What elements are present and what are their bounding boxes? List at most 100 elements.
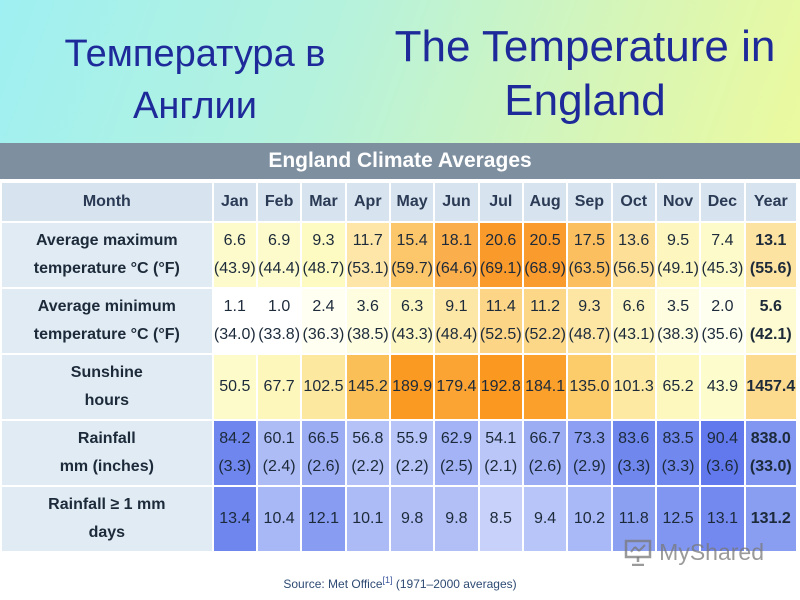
table-cell: 9.5 (49.1) xyxy=(656,223,700,287)
table-cell: 131.2 xyxy=(745,487,796,551)
cell-value-imperial: (36.3) xyxy=(302,326,345,343)
month-header-feb: Feb xyxy=(257,183,301,221)
table-cell: 12.5 xyxy=(656,487,700,551)
cell-value: 62.9 xyxy=(440,430,472,447)
row-label-line: mm (inches) xyxy=(59,458,154,475)
cell-value: 10.1 xyxy=(352,510,384,527)
table-cell: 83.5 (3.3) xyxy=(656,421,700,485)
table-cell: 5.6 (42.1) xyxy=(745,289,796,353)
climate-table-panel: England Climate Averages Month Jan Feb Mar A… xyxy=(0,143,800,600)
cell-value: 8.5 xyxy=(489,510,512,527)
cell-value-imperial: (52.2) xyxy=(524,326,566,343)
cell-value: 6.9 xyxy=(267,232,291,249)
month-header-mar: Mar xyxy=(302,183,345,221)
watermark: MyShared xyxy=(623,537,764,567)
month-header-nov: Nov xyxy=(656,183,700,221)
table-cell: 179.4 xyxy=(435,355,478,419)
table-row: Rainfall mm (inches) 84.2 (3.3) 60.1 (2.4) 66.… xyxy=(2,421,796,485)
cell-value-imperial: (33.8) xyxy=(258,326,301,343)
table-cell: 3.6 (38.5) xyxy=(346,289,389,353)
cell-value-imperial: (63.5) xyxy=(568,260,611,277)
cell-value: 15.4 xyxy=(396,232,428,249)
cell-value-imperial: (49.1) xyxy=(657,260,699,277)
row-label: Average maximum temperature °C (°F) xyxy=(2,223,212,287)
table-cell: 192.8 xyxy=(479,355,522,419)
table-cell: 1457.4 xyxy=(745,355,796,419)
cell-value-imperial: (43.3) xyxy=(391,326,433,343)
cell-value: 3.5 xyxy=(666,298,690,315)
table-cell: 18.1 (64.6) xyxy=(435,223,478,287)
cell-value: 9.5 xyxy=(666,232,690,249)
cell-value: 9.8 xyxy=(400,510,424,527)
table-row: Average maximum temperature °C (°F) 6.6 (43… xyxy=(2,223,796,287)
table-cell: 67.7 xyxy=(257,355,301,419)
cell-value-imperial: (43.1) xyxy=(612,326,655,343)
cell-value: 84.2 xyxy=(219,430,251,447)
cell-value: 11.7 xyxy=(352,232,383,249)
cell-value: 43.9 xyxy=(706,378,738,395)
cell-value: 7.4 xyxy=(711,232,734,249)
row-label-line: days xyxy=(88,524,126,541)
table-cell: 10.4 xyxy=(257,487,301,551)
cell-value: 13.6 xyxy=(618,232,650,249)
cell-value: 73.3 xyxy=(573,430,605,447)
cell-value-imperial: (33.0) xyxy=(749,458,792,475)
title-russian: Температура в Англии xyxy=(64,33,326,127)
cell-value-imperial: (48.7) xyxy=(302,260,345,277)
table-cell: 20.5 (68.9) xyxy=(523,223,567,287)
cell-value: 9.3 xyxy=(578,298,601,315)
month-header-oct: Oct xyxy=(612,183,655,221)
source-reference-link[interactable]: [1] xyxy=(382,575,393,585)
source-suffix: (1971–2000 averages) xyxy=(392,577,517,591)
table-cell: 3.5 (38.3) xyxy=(656,289,700,353)
month-header-jul: Jul xyxy=(479,183,522,221)
cell-value-imperial: (53.1) xyxy=(346,260,389,277)
watermark-text: MyShared xyxy=(659,538,764,565)
cell-value-imperial: (2.1) xyxy=(484,458,518,475)
cell-value-imperial: (3.3) xyxy=(218,458,252,475)
cell-value-imperial: (48.7) xyxy=(568,326,611,343)
table-banner: England Climate Averages xyxy=(0,143,800,179)
table-cell: 135.0 xyxy=(568,355,611,419)
row-label-line: Rainfall ≥ 1 mm xyxy=(48,496,166,513)
cell-value-imperial: (3.6) xyxy=(705,458,739,475)
cell-value: 18.1 xyxy=(440,232,472,249)
presentation-board-icon xyxy=(624,539,652,566)
cell-value: 50.5 xyxy=(219,378,251,395)
table-row: Average minimum temperature °C (°F) 1.1 (34… xyxy=(2,289,796,353)
row-label: Rainfall ≥ 1 mm days xyxy=(2,487,212,551)
cell-value: 66.5 xyxy=(307,430,340,447)
cell-value: 67.7 xyxy=(263,378,295,395)
cell-value: 55.9 xyxy=(396,430,428,447)
cell-value-imperial: (43.9) xyxy=(213,260,256,277)
table-cell: 6.9 (44.4) xyxy=(257,223,301,287)
cell-value: 189.9 xyxy=(392,378,433,395)
table-cell: 56.8 (2.2) xyxy=(346,421,389,485)
table-row: Rainfall ≥ 1 mm days 13.4 10.4 12.1 10.1 9.8 9.… xyxy=(2,487,796,551)
cell-value: 184.1 xyxy=(525,378,566,395)
cell-value: 9.4 xyxy=(533,510,557,527)
cell-value-imperial: (2.2) xyxy=(351,458,385,475)
row-label-line: hours xyxy=(84,392,130,409)
table-cell: 8.5 xyxy=(479,487,522,551)
cell-value: 11.2 xyxy=(530,298,561,315)
cell-value-imperial: (2.6) xyxy=(528,458,562,475)
table-cell: 7.4 (45.3) xyxy=(701,223,744,287)
row-label-line: Average maximum xyxy=(35,232,178,249)
cell-value-imperial: (52.5) xyxy=(479,326,522,343)
table-cell: 17.5 (63.5) xyxy=(568,223,611,287)
table-cell: 2.4 (36.3) xyxy=(302,289,345,353)
cell-value: 66.7 xyxy=(529,430,561,447)
table-cell: 1.0 (33.8) xyxy=(257,289,301,353)
table-cell: 6.6 (43.1) xyxy=(612,289,655,353)
month-column-header: Month xyxy=(2,183,212,221)
table-cell: 9.8 xyxy=(435,487,478,551)
row-label: Average minimum temperature °C (°F) xyxy=(2,289,212,353)
table-cell: 12.1 xyxy=(302,487,345,551)
climate-table: Month Jan Feb Mar Apr May Jun Jul Aug Sep Oct Nov De… xyxy=(0,181,798,553)
cell-value-imperial: (44.4) xyxy=(258,260,301,277)
table-cell: 13.4 xyxy=(213,487,256,551)
month-header-jun: Jun xyxy=(435,183,478,221)
cell-value: 65.2 xyxy=(662,378,694,395)
month-header-year: Year xyxy=(745,183,796,221)
